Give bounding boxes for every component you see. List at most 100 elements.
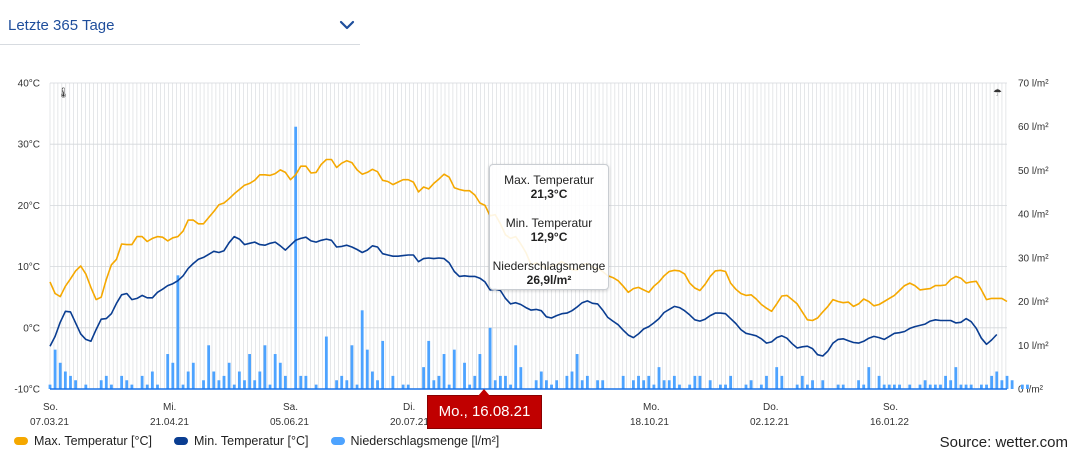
precip-bar [519,367,523,389]
precip-bar [806,384,809,389]
precip-bar [125,380,129,389]
precip-bar [376,380,379,389]
precip-bar [898,384,901,389]
precip-bar [1010,380,1014,389]
precip-bar [887,384,891,389]
legend-item-precip[interactable]: Niederschlagsmenge [l/m²] [330,434,499,448]
legend-item-min-temp[interactable]: Min. Temperatur [°C] [174,434,309,448]
precip-bar [268,384,272,389]
precip-bar [928,384,932,389]
precip-bar [401,384,405,389]
precip-bar [862,384,866,389]
precip-bar [795,384,799,389]
precip-bar [381,340,385,389]
precip-bar [176,275,180,389]
precip-bar [99,380,103,389]
tooltip-min-label: Min. Temperatur [505,216,593,230]
precip-bar [678,384,681,389]
precip-bar [632,380,635,389]
precip-bar [580,380,584,389]
precip-bar [191,362,195,389]
x-axis-tick-day: Mi. [163,402,176,413]
precip-bar [156,384,159,389]
precip-bar [432,380,436,389]
precip-bar [253,380,257,389]
precip-bar [150,371,154,389]
precip-bar [248,354,251,389]
precip-bar [53,349,57,389]
precip-bar [171,362,175,389]
precip-bar [933,384,937,389]
source-credit: Source: wetter.com [939,434,1068,451]
precip-bar [58,362,62,389]
precip-bar [698,375,702,389]
precip-bar [304,375,308,389]
precip-bar [637,375,640,389]
precip-bar [447,384,451,389]
precip-bar [759,384,763,389]
x-axis-tick-date: 20.07.21 [390,417,429,428]
precip-bar [69,375,72,389]
precip-bar [463,362,466,389]
left-axis-tick-label: 0°C [23,323,40,334]
precip-bar [688,384,692,389]
precip-bar [478,354,482,389]
precip-bar [294,126,298,389]
precip-bar [63,371,67,389]
precip-bar [371,371,374,389]
crosshair-date-flag: Mo., 16.08.21 [427,389,542,429]
right-axis-tick-label: 20 l/m² [1018,297,1049,308]
precip-bar [555,380,559,389]
precip-bar [749,380,753,389]
legend-label-min: Min. Temperatur [°C] [194,434,309,448]
precip-bar [217,380,221,389]
precip-bar [995,371,999,389]
left-axis-tick-label: 20°C [18,201,40,212]
x-axis-tick-day: Sa. [283,402,298,413]
left-axis-tick-label: 10°C [18,262,40,273]
precip-bar [719,384,722,389]
precip-bar [140,375,144,389]
precip-bar [877,375,881,389]
precip-bar [800,375,804,389]
precip-bar [427,340,431,389]
precip-bar [324,336,328,389]
x-axis-tick-day: So. [883,402,898,413]
precip-bar [662,380,666,389]
precip-bar [893,384,896,389]
precip-bar [509,384,512,389]
precip-bar [585,375,589,389]
precip-bar [365,349,369,389]
tooltip-precip-label: Niederschlagsmenge [492,259,606,273]
precip-bar [227,362,231,389]
precip-bar [350,345,354,389]
precip-bar [120,375,124,389]
legend-swatch-min [174,437,188,445]
precip-bar [299,375,303,389]
precip-bar [964,384,968,389]
precip-bar [145,384,149,389]
precip-bar [437,375,441,389]
precip-bar [258,371,262,389]
precip-bar [811,380,814,389]
precip-bar [672,375,676,389]
left-axis-tick-label: 30°C [18,140,40,151]
right-axis-tick-label: 70 l/m² [1018,79,1049,90]
precip-bar [406,384,410,389]
precip-bar [836,384,840,389]
right-axis-tick-label: 30 l/m² [1018,253,1049,264]
precip-bar [857,380,860,389]
precip-bar [969,384,973,389]
precip-bar [657,367,661,389]
legend-item-max-temp[interactable]: Max. Temperatur [°C] [14,434,152,448]
precip-bar [314,384,318,389]
left-axis-tick-label: -10°C [14,385,40,396]
period-select[interactable]: Letzte 365 Tage [0,6,360,45]
precip-bar [278,362,282,389]
x-axis-tick-date: 16.01.22 [870,417,909,428]
weather-chart[interactable]: 40°C 30°C 20°C 10°C 0°C -10°C 70 l/m² 60 l/m² 50… [0,0,1082,430]
precip-bar [452,349,456,389]
precip-bar [1020,384,1024,389]
precip-bar [493,380,497,389]
precip-bar [550,384,553,389]
